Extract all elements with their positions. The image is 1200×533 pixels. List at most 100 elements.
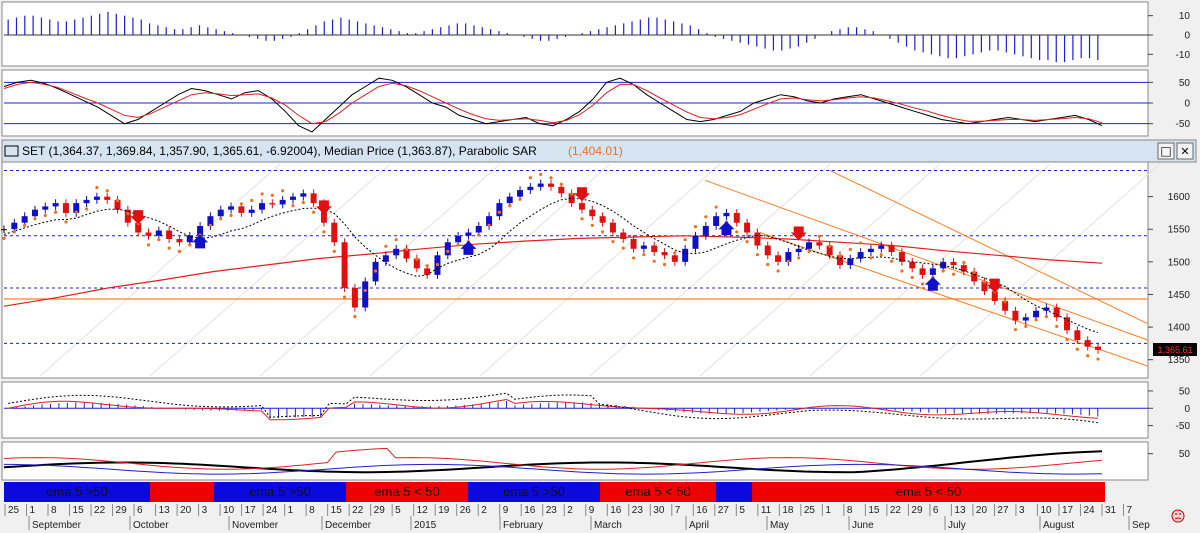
ema-segment — [150, 482, 214, 502]
sar-dot — [828, 244, 832, 248]
sar-dot — [394, 238, 398, 242]
sar-dot — [621, 246, 625, 250]
sar-dot — [662, 262, 667, 267]
day-label: 25 — [804, 505, 816, 516]
y-tick-label: 1600 — [1168, 192, 1191, 203]
sar-dot — [766, 262, 770, 267]
day-label: 15 — [73, 505, 85, 516]
candle-body — [847, 258, 854, 266]
day-label: 1 — [30, 505, 36, 516]
sar-dot — [590, 223, 594, 227]
day-label: 10 — [223, 505, 235, 516]
candle-body — [197, 225, 204, 236]
sar-dot — [951, 272, 956, 276]
sar-dot — [786, 259, 790, 263]
candle-body — [403, 248, 410, 259]
sar-dot — [1013, 328, 1018, 332]
month-label: April — [689, 520, 709, 531]
day-label: 15 — [331, 505, 343, 516]
buy-arrow-icon — [460, 240, 477, 255]
sar-dot — [167, 246, 171, 250]
sar-dot — [33, 217, 37, 221]
sar-dot — [404, 247, 409, 252]
candle-body — [651, 245, 658, 253]
ema-segment — [716, 482, 752, 502]
day-label: 22 — [352, 505, 364, 516]
candle-body — [940, 261, 947, 269]
close-button[interactable]: ✕ — [1176, 142, 1194, 160]
candle-body — [971, 271, 978, 282]
sar-dot — [611, 240, 615, 244]
candle-body — [465, 232, 472, 236]
month-label: September — [32, 520, 82, 531]
candle-body — [1084, 340, 1091, 347]
sar-dot — [631, 256, 636, 260]
sar-dot — [332, 249, 336, 254]
candle-body — [73, 203, 80, 213]
candle-body — [114, 199, 121, 210]
sar-dot — [239, 202, 243, 206]
candle-body — [527, 186, 534, 191]
day-label: 31 — [1105, 505, 1117, 516]
ema-segment — [752, 482, 1105, 502]
sar-dot — [807, 249, 811, 254]
candle-body — [238, 206, 245, 213]
day-label: 7 — [1126, 505, 1132, 516]
ema-segment — [214, 482, 346, 502]
candle-body — [764, 245, 771, 256]
candle-body — [785, 252, 792, 262]
candle-body — [1, 229, 7, 231]
sar-dot — [250, 198, 254, 203]
sar-dot — [1065, 337, 1069, 342]
sar-dot — [1055, 324, 1059, 329]
sar-dot — [549, 176, 553, 180]
candle-body — [878, 245, 885, 249]
candle-body — [300, 193, 307, 197]
sar-dot — [157, 238, 161, 242]
day-label: 15 — [868, 505, 880, 516]
sar-dot — [704, 215, 708, 219]
candle-body — [248, 209, 255, 213]
candle-body — [351, 287, 358, 308]
y-tick-label: 10 — [1179, 11, 1191, 22]
chart-type-icon[interactable] — [4, 145, 19, 157]
day-label: 1 — [825, 505, 831, 516]
day-label: 3 — [202, 505, 208, 516]
sar-dot — [776, 269, 780, 273]
candle-body — [713, 216, 720, 226]
candle-body — [888, 245, 895, 253]
candle-body — [52, 203, 59, 207]
candle-body — [599, 216, 606, 223]
smiley-icon — [1171, 509, 1185, 523]
y-axis-ticks: 10 0 -10 50 0 -50 1600 1550 1500 1450 1400 1350 50 0 -… — [1148, 11, 1190, 460]
sell-arrow-icon — [573, 187, 590, 202]
sell-arrow-icon — [986, 278, 1003, 293]
day-label: 8 — [309, 505, 315, 516]
day-label: 3 — [1019, 505, 1025, 516]
sar-dot — [2, 236, 6, 240]
candle-body — [692, 235, 699, 249]
sar-dot — [920, 282, 925, 286]
gann-line — [39, 163, 281, 377]
month-label: December — [325, 520, 372, 531]
candle-body — [744, 222, 751, 233]
candle-body — [269, 203, 276, 205]
day-label: 11 — [761, 505, 772, 516]
sar-dot — [714, 205, 718, 209]
day-label: 29 — [911, 505, 923, 516]
day-label: 16 — [610, 505, 622, 516]
sar-dot — [735, 230, 739, 234]
oscillator-line — [3, 77, 1103, 133]
ema-segment-label: ema 5 >50 — [503, 484, 565, 499]
oscillator-series — [3, 77, 1148, 133]
month-label: May — [770, 520, 789, 531]
sar-dot — [291, 204, 295, 208]
candle-body — [981, 281, 988, 292]
sar-dot — [146, 243, 151, 247]
candle-body — [775, 255, 782, 262]
candle-body — [754, 232, 761, 246]
candle-body — [475, 225, 482, 233]
candle-body — [93, 196, 100, 200]
maximize-button[interactable]: □ — [1157, 142, 1175, 160]
